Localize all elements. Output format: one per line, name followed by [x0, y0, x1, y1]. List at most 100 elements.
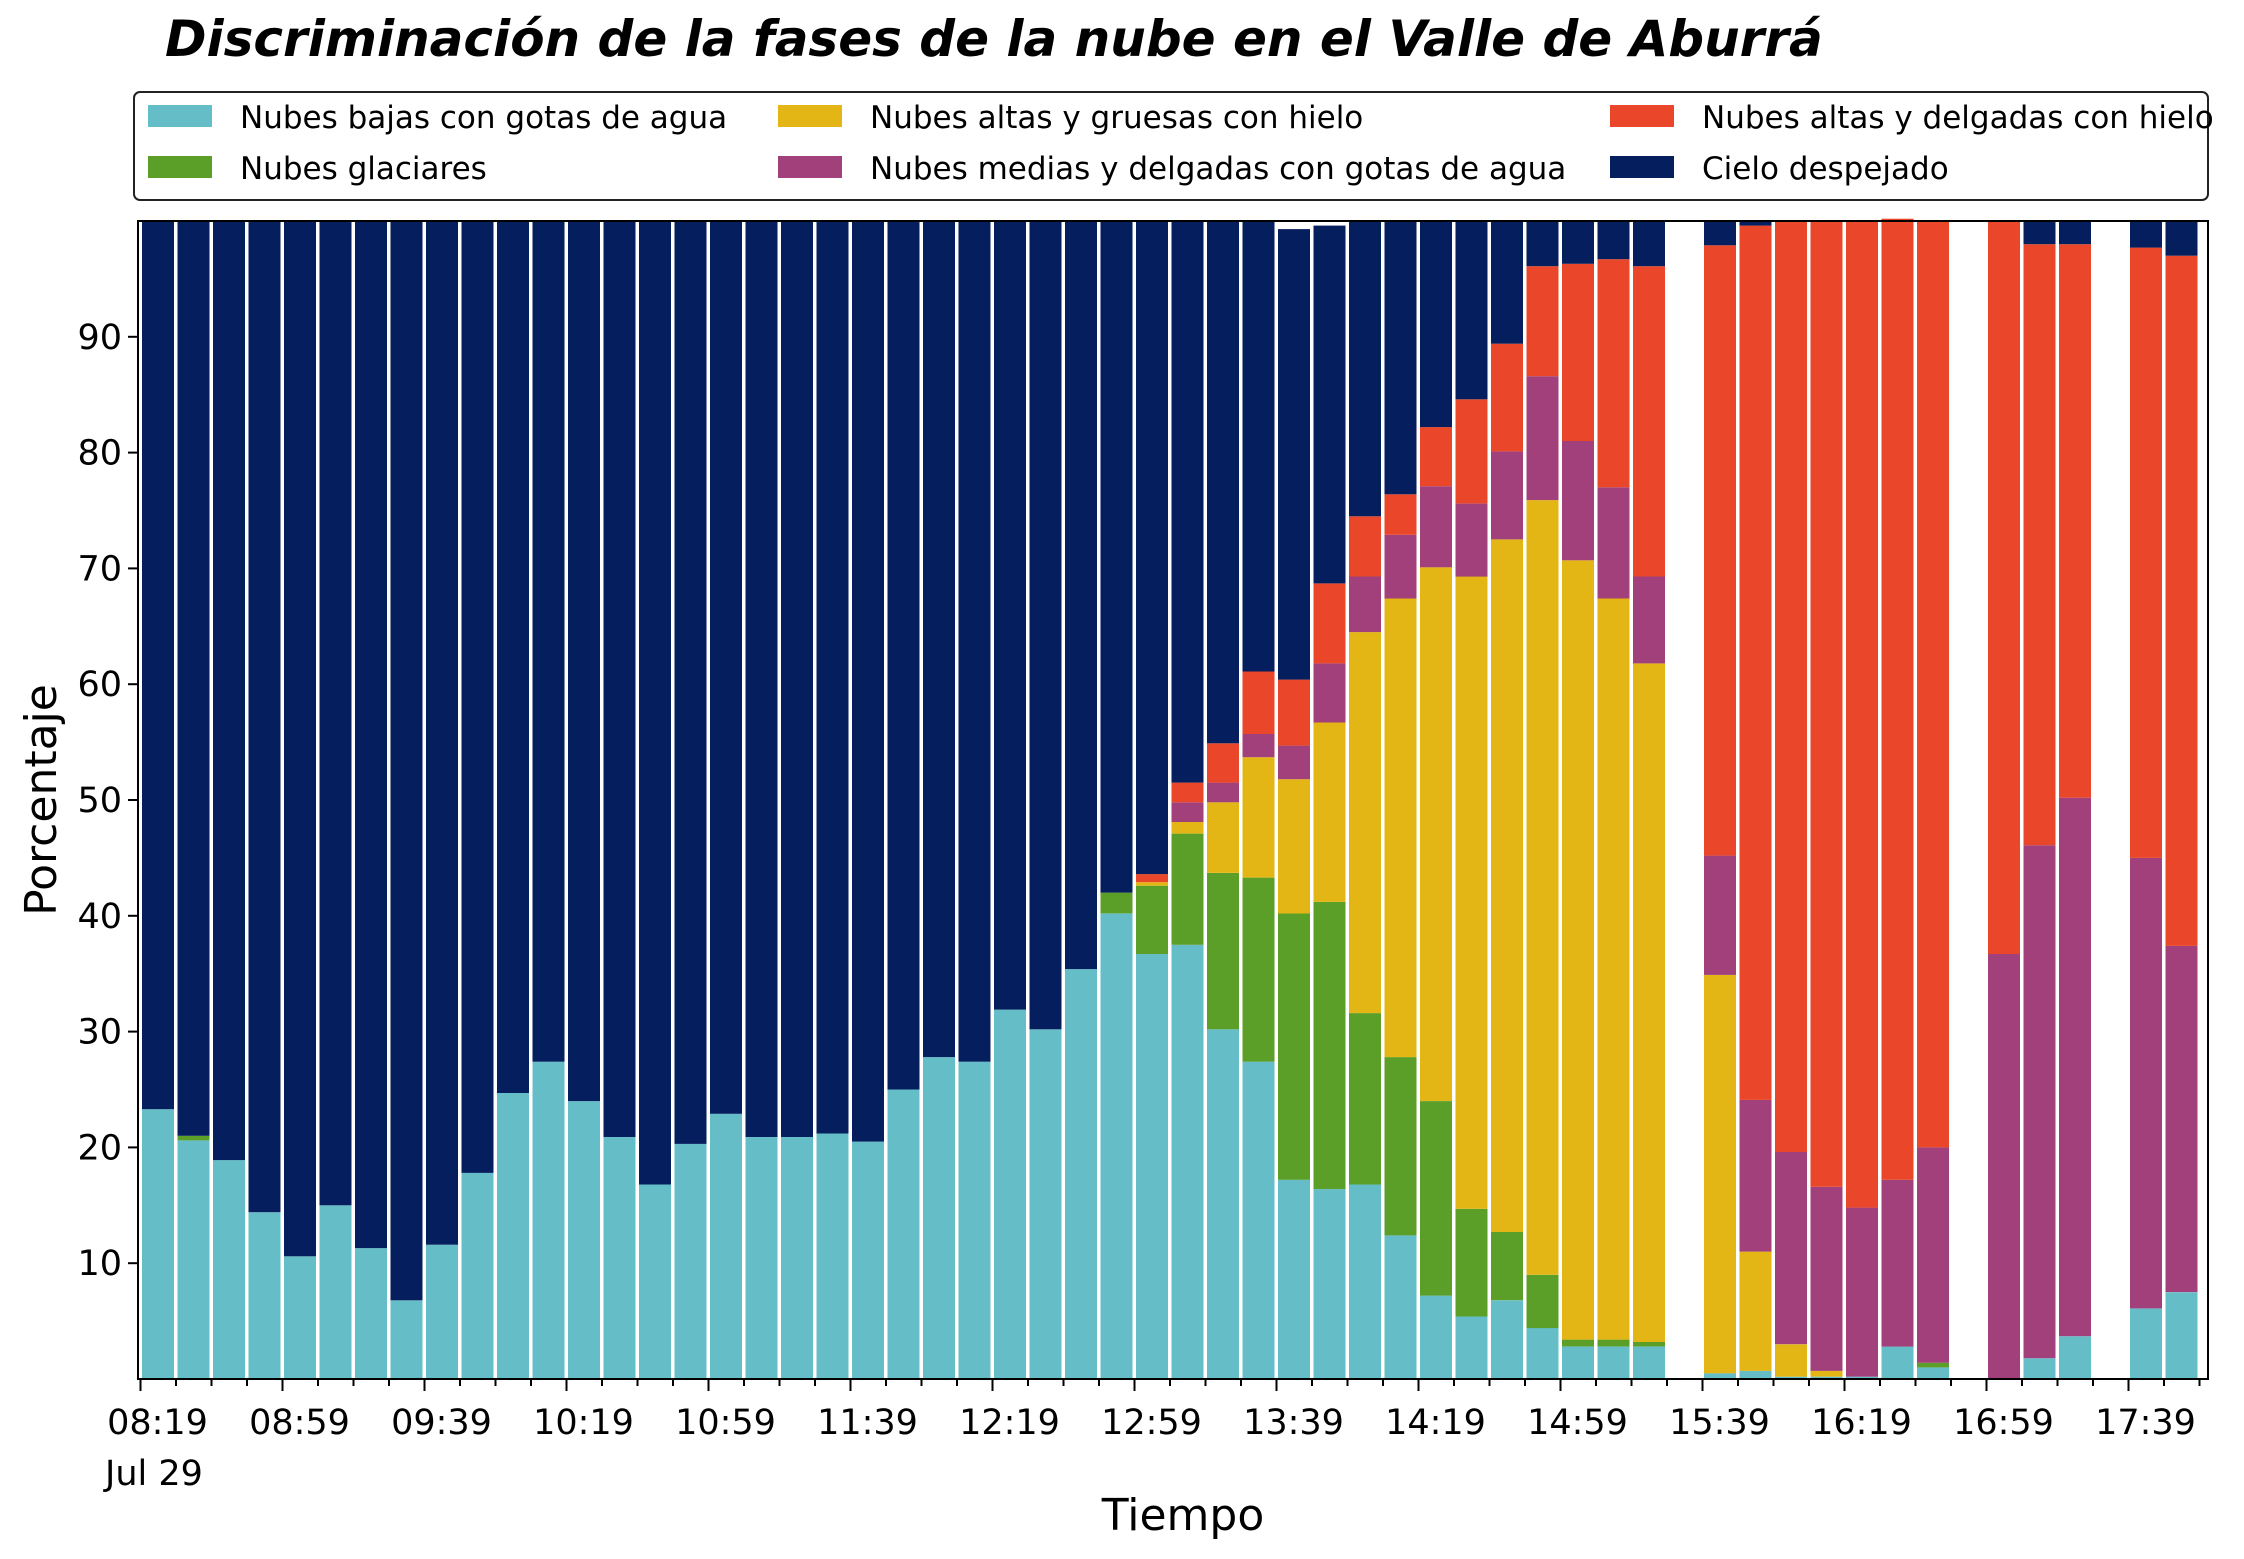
bar-nubes-bajas-con-gotas-de-agua-46: [1775, 1376, 1807, 1379]
bar-nubes-medias-y-delgadas-con-gotas-de-agua-40: [1562, 441, 1594, 561]
bar-nubes-bajas-con-gotas-de-agua-15: [674, 1143, 707, 1379]
bar-nubes-bajas-con-gotas-de-agua-21: [887, 1089, 920, 1379]
y-tick-label-90: 90: [77, 318, 122, 358]
bar-nubes-altas-y-gruesas-con-hielo-31: [1242, 757, 1275, 878]
bar-nubes-bajas-con-gotas-de-agua-8: [426, 1244, 458, 1379]
bar-nubes-bajas-con-gotas-de-agua-19: [816, 1133, 849, 1379]
bar-nubes-bajas-con-gotas-de-agua-25: [1029, 1029, 1062, 1379]
legend-swatch-nubes-medias-y-delgadas-con-gotas-de-agua: [778, 156, 842, 178]
legend-label-nubes-medias-y-delgadas-con-gotas-de-agua: Nubes medias y delgadas con gotas de agu…: [870, 151, 1566, 187]
bar-nubes-altas-y-gruesas-con-hielo-36: [1420, 567, 1452, 1101]
bar-cielo-despejado-40: [1562, 221, 1594, 264]
bar-cielo-despejado-10: [497, 221, 529, 1093]
bar-nubes-medias-y-delgadas-con-gotas-de-agua-37: [1455, 503, 1488, 577]
bar-cielo-despejado-12: [568, 221, 600, 1102]
bar-nubes-bajas-con-gotas-de-agua-22: [923, 1057, 955, 1379]
bar-nubes-medias-y-delgadas-con-gotas-de-agua-48: [1846, 1207, 1878, 1377]
bar-nubes-medias-y-delgadas-con-gotas-de-agua-30: [1207, 782, 1239, 803]
bar-nubes-bajas-con-gotas-de-agua-41: [1597, 1346, 1630, 1379]
bar-nubes-bajas-con-gotas-de-agua-17: [745, 1137, 778, 1379]
bar-cielo-despejado-56: [2130, 221, 2162, 248]
bar-nubes-altas-y-delgadas-con-hielo-53: [2023, 244, 2056, 846]
bar-nubes-altas-y-delgadas-con-hielo-44: [1704, 245, 1736, 856]
bar-nubes-bajas-con-gotas-de-agua-33: [1313, 1189, 1346, 1379]
bar-cielo-despejado-6: [355, 221, 387, 1249]
bar-nubes-bajas-con-gotas-de-agua-10: [497, 1093, 529, 1379]
bar-cielo-despejado-33: [1313, 225, 1346, 584]
bar-nubes-altas-y-delgadas-con-hielo-28: [1136, 874, 1168, 883]
bar-nubes-bajas-con-gotas-de-agua-49: [1881, 1346, 1914, 1379]
y-tick-label-10: 10: [77, 1244, 122, 1284]
bar-nubes-glaciares-42: [1633, 1341, 1665, 1347]
bar-nubes-medias-y-delgadas-con-gotas-de-agua-45: [1739, 1099, 1772, 1252]
bar-nubes-bajas-con-gotas-de-agua-23: [958, 1061, 991, 1379]
bar-nubes-altas-y-delgadas-con-hielo-48: [1846, 221, 1878, 1208]
bar-cielo-despejado-25: [1029, 221, 1062, 1030]
bar-nubes-bajas-con-gotas-de-agua-18: [781, 1137, 813, 1379]
bar-nubes-bajas-con-gotas-de-agua-34: [1349, 1184, 1381, 1379]
x-tick-label-5: 11:39: [817, 1403, 918, 1443]
bar-nubes-bajas-con-gotas-de-agua-44: [1704, 1373, 1736, 1379]
bar-nubes-glaciares-1: [177, 1135, 210, 1141]
bar-nubes-bajas-con-gotas-de-agua-40: [1562, 1346, 1594, 1379]
x-axis: 08:19 08:59 09:39 10:19 10:59 11:39 12:19 12:59…: [103, 1379, 2201, 1494]
x-tick-label-6: 12:19: [959, 1403, 1060, 1443]
x-tick-date-label: Jul 29: [103, 1454, 203, 1494]
bar-cielo-despejado-44: [1704, 221, 1736, 246]
bar-cielo-despejado-8: [426, 221, 458, 1245]
bar-cielo-despejado-31: [1242, 221, 1275, 672]
bar-nubes-altas-y-gruesas-con-hielo-47: [1810, 1370, 1843, 1377]
legend-label-nubes-altas-y-gruesas-con-hielo: Nubes altas y gruesas con hielo: [870, 100, 1363, 136]
bar-cielo-despejado-0: [142, 221, 174, 1110]
legend-label-nubes-glaciares: Nubes glaciares: [240, 151, 487, 187]
bar-nubes-bajas-con-gotas-de-agua-56: [2130, 1308, 2162, 1379]
bar-cielo-despejado-37: [1455, 221, 1488, 400]
bar-cielo-despejado-30: [1207, 221, 1239, 744]
bar-cielo-despejado-29: [1171, 221, 1204, 783]
bar-nubes-medias-y-delgadas-con-gotas-de-agua-29: [1171, 802, 1204, 822]
bar-nubes-altas-y-delgadas-con-hielo-56: [2130, 247, 2162, 858]
bar-nubes-altas-y-delgadas-con-hielo-36: [1420, 427, 1452, 487]
bar-nubes-medias-y-delgadas-con-gotas-de-agua-38: [1491, 451, 1523, 540]
bar-cielo-despejado-13: [603, 221, 636, 1137]
bar-nubes-altas-y-gruesas-con-hielo-42: [1633, 663, 1665, 1342]
bar-nubes-bajas-con-gotas-de-agua-32: [1278, 1179, 1310, 1379]
bar-cielo-despejado-4: [284, 221, 316, 1257]
bar-cielo-despejado-9: [461, 221, 494, 1173]
bar-nubes-medias-y-delgadas-con-gotas-de-agua-50: [1917, 1147, 1949, 1363]
bar-cielo-despejado-39: [1526, 221, 1559, 267]
legend-swatch-nubes-bajas-con-gotas-de-agua: [148, 105, 212, 127]
bar-nubes-altas-y-gruesas-con-hielo-29: [1171, 822, 1204, 834]
x-tick-label-1: 08:59: [249, 1403, 350, 1443]
bar-nubes-altas-y-delgadas-con-hielo-47: [1810, 221, 1843, 1187]
x-tick-label-12: 16:19: [1811, 1403, 1912, 1443]
bar-nubes-bajas-con-gotas-de-agua-29: [1171, 944, 1204, 1380]
x-tick-label-3: 10:19: [533, 1403, 634, 1443]
bar-nubes-medias-y-delgadas-con-gotas-de-agua-54: [2059, 797, 2091, 1337]
bar-nubes-glaciares-29: [1171, 833, 1204, 945]
bar-nubes-glaciares-36: [1420, 1101, 1452, 1296]
bar-cielo-despejado-57: [2165, 221, 2198, 256]
bar-nubes-medias-y-delgadas-con-gotas-de-agua-46: [1775, 1152, 1807, 1345]
bar-cielo-despejado-41: [1597, 221, 1630, 260]
bar-nubes-altas-y-gruesas-con-hielo-32: [1278, 779, 1310, 914]
bar-nubes-altas-y-gruesas-con-hielo-38: [1491, 539, 1523, 1232]
bar-nubes-altas-y-gruesas-con-hielo-28: [1136, 882, 1168, 886]
bar-nubes-medias-y-delgadas-con-gotas-de-agua-39: [1526, 376, 1559, 501]
bar-nubes-glaciares-32: [1278, 913, 1310, 1180]
bar-nubes-glaciares-39: [1526, 1274, 1559, 1329]
bar-nubes-bajas-con-gotas-de-agua-30: [1207, 1029, 1239, 1379]
bar-cielo-despejado-17: [745, 221, 778, 1137]
bar-cielo-despejado-35: [1384, 221, 1417, 495]
bar-nubes-medias-y-delgadas-con-gotas-de-agua-34: [1349, 576, 1381, 633]
bar-nubes-medias-y-delgadas-con-gotas-de-agua-52: [1988, 954, 2020, 1379]
bar-nubes-glaciares-40: [1562, 1339, 1594, 1347]
bar-nubes-bajas-con-gotas-de-agua-16: [710, 1113, 742, 1379]
bar-nubes-altas-y-delgadas-con-hielo-49: [1881, 218, 1914, 1180]
bar-cielo-despejado-18: [781, 221, 813, 1137]
bar-nubes-medias-y-delgadas-con-gotas-de-agua-53: [2023, 845, 2056, 1359]
bar-nubes-bajas-con-gotas-de-agua-11: [532, 1061, 565, 1379]
bar-cielo-despejado-27: [1100, 221, 1133, 893]
bars: [142, 218, 2198, 1380]
x-tick-label-0: 08:19: [107, 1403, 208, 1443]
